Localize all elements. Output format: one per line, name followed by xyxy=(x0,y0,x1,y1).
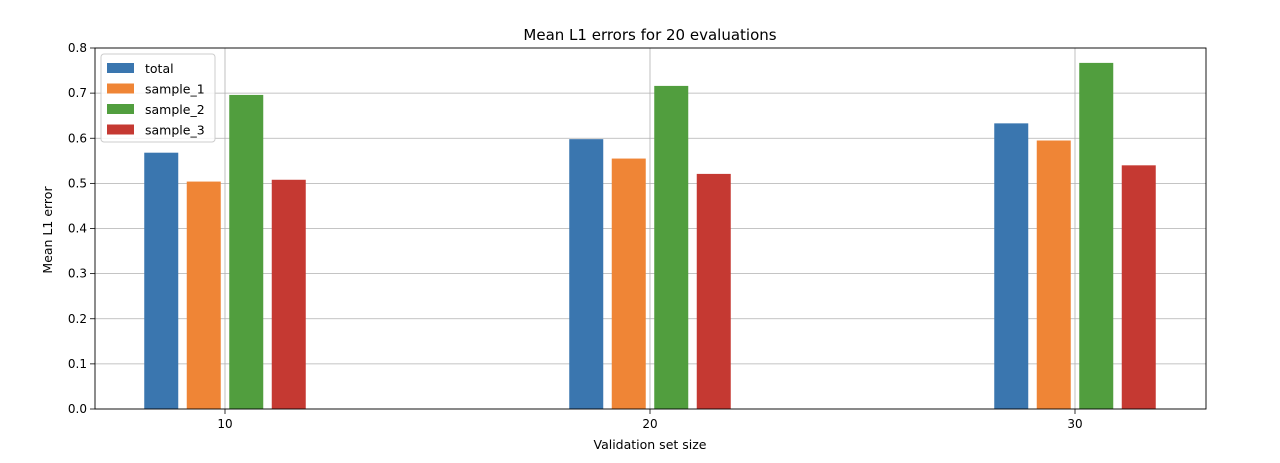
axes-layer: 0.0 0.1 0.2 0.3 0.4 0.5 0.6 0.7 0.8 10 20 30 xyxy=(68,41,1207,431)
bar-sample_2-20 xyxy=(654,85,689,409)
legend-label-sample_3: sample_3 xyxy=(145,123,205,138)
legend-swatch-sample_2 xyxy=(107,104,134,114)
x-tick-label: 30 xyxy=(1067,417,1082,431)
bar-total-20 xyxy=(569,139,604,409)
y-axis-label: Mean L1 error xyxy=(40,186,55,274)
bar-total-30 xyxy=(994,123,1029,409)
bars-layer xyxy=(144,62,1156,410)
bar-sample_3-10 xyxy=(271,179,306,409)
x-tick-label: 20 xyxy=(642,417,657,431)
legend-label-sample_1: sample_1 xyxy=(145,82,205,97)
legend: total sample_1 sample_2 sample_3 xyxy=(100,53,216,143)
bar-total-10 xyxy=(144,152,179,409)
legend-box xyxy=(100,53,216,143)
chart-title: Mean L1 errors for 20 evaluations xyxy=(523,26,776,44)
bar-sample_1-10 xyxy=(186,181,221,409)
x-axis-label: Validation set size xyxy=(593,437,706,452)
y-tick-label: 0.6 xyxy=(68,131,87,145)
y-tick-label: 0.3 xyxy=(68,267,87,281)
legend-label-total: total xyxy=(145,61,174,76)
y-tick-label: 0.0 xyxy=(68,402,87,416)
x-tick-label: 10 xyxy=(217,417,232,431)
y-tick-label: 0.4 xyxy=(68,222,87,236)
bar-sample_2-10 xyxy=(229,94,264,410)
legend-label-sample_2: sample_2 xyxy=(145,102,205,117)
bar-sample_1-30 xyxy=(1036,140,1071,409)
legend-swatch-sample_3 xyxy=(107,124,134,135)
y-tick-label: 0.8 xyxy=(68,41,87,55)
y-tick-label: 0.7 xyxy=(68,86,87,100)
y-tick-label: 0.2 xyxy=(68,312,87,326)
bar-sample_3-20 xyxy=(696,173,731,409)
bar-sample_3-30 xyxy=(1121,165,1156,409)
legend-swatch-total xyxy=(107,63,134,73)
plot-frame xyxy=(94,47,1207,410)
bar-sample_1-20 xyxy=(611,158,646,409)
bar-sample_2-30 xyxy=(1079,62,1114,410)
y-tick-label: 0.1 xyxy=(68,357,87,371)
y-tick-label: 0.5 xyxy=(68,176,87,190)
legend-swatch-sample_1 xyxy=(107,83,134,94)
